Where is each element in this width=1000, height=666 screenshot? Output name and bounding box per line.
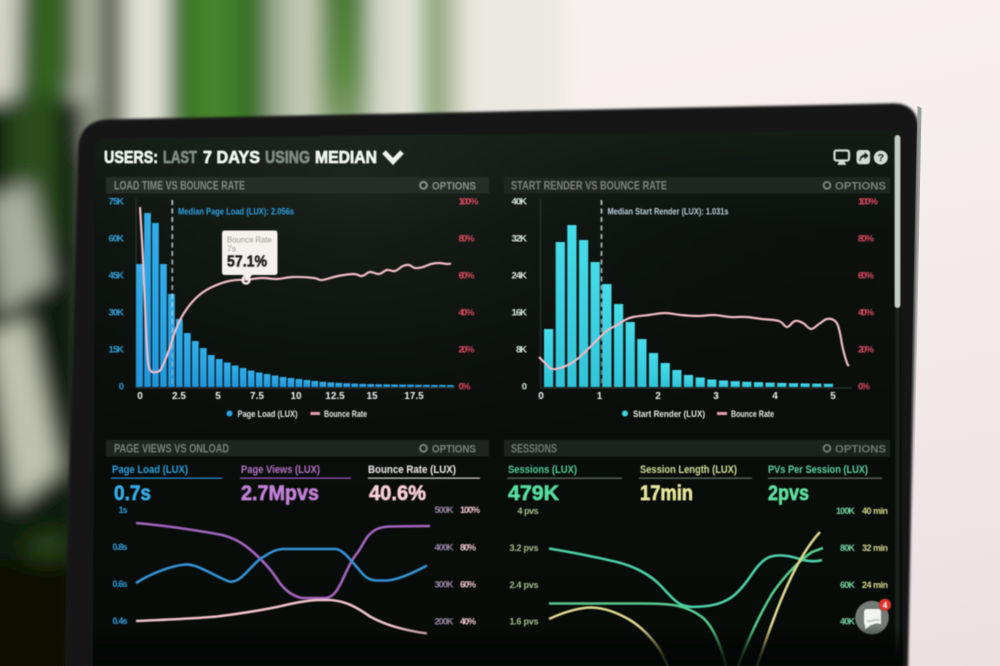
svg-text:LAST: LAST — [163, 147, 197, 167]
svg-text:75K: 75K — [109, 197, 125, 208]
svg-text:40.6%: 40.6% — [369, 481, 426, 505]
svg-text:7s: 7s — [227, 244, 236, 254]
svg-text:2pvs: 2pvs — [768, 481, 809, 505]
svg-text:300K: 300K — [435, 580, 455, 590]
svg-text:20 %: 20 % — [459, 345, 476, 356]
svg-text:100 %: 100 % — [858, 197, 879, 208]
svg-text:32K: 32K — [512, 234, 528, 245]
svg-text:15K: 15K — [109, 345, 125, 356]
svg-text:24 min: 24 min — [862, 580, 888, 590]
svg-text:2.4 pvs: 2.4 pvs — [510, 580, 539, 590]
svg-text:4: 4 — [883, 600, 888, 610]
svg-text:60%: 60% — [460, 580, 476, 590]
svg-text:2.7Mpvs: 2.7Mpvs — [241, 481, 319, 505]
svg-text:2.5: 2.5 — [172, 391, 186, 402]
svg-text:17.5: 17.5 — [404, 391, 424, 402]
svg-text:80 %: 80 % — [858, 234, 875, 245]
svg-text:START RENDER VS BOUNCE RATE: START RENDER VS BOUNCE RATE — [511, 181, 667, 193]
svg-text:5: 5 — [830, 391, 836, 402]
svg-text:Median Page Load (LUX): 2.056s: Median Page Load (LUX): 2.056s — [178, 207, 294, 218]
svg-text:?: ? — [878, 152, 884, 164]
svg-text:LOAD TIME VS BOUNCE RATE: LOAD TIME VS BOUNCE RATE — [114, 181, 245, 193]
svg-text:Bounce Rate: Bounce Rate — [227, 235, 272, 245]
svg-text:USERS:: USERS: — [104, 147, 158, 167]
svg-text:OPTIONS: OPTIONS — [835, 444, 886, 456]
svg-text:479K: 479K — [508, 481, 559, 505]
svg-text:40 %: 40 % — [858, 308, 875, 319]
svg-text:Bounce Rate: Bounce Rate — [731, 409, 774, 420]
svg-text:30K: 30K — [109, 308, 125, 319]
svg-text:40 min: 40 min — [862, 506, 888, 516]
svg-text:100K: 100K — [836, 506, 856, 516]
svg-text:60 %: 60 % — [858, 271, 875, 282]
svg-text:PAGE VIEWS VS ONLOAD: PAGE VIEWS VS ONLOAD — [114, 444, 229, 456]
svg-text:Sessions (LUX): Sessions (LUX) — [508, 464, 577, 476]
svg-text:1.6 pvs: 1.6 pvs — [510, 617, 539, 627]
svg-text:20 %: 20 % — [858, 345, 875, 356]
svg-text:17min: 17min — [640, 481, 693, 505]
svg-text:0.8s: 0.8s — [113, 542, 128, 552]
svg-text:24K: 24K — [512, 271, 528, 282]
svg-text:Bounce Rate (LUX): Bounce Rate (LUX) — [368, 464, 456, 476]
svg-text:USING: USING — [265, 147, 310, 167]
svg-text:10: 10 — [290, 391, 302, 402]
svg-text:OPTIONS: OPTIONS — [432, 444, 476, 456]
svg-text:200K: 200K — [435, 617, 455, 627]
svg-text:32 min: 32 min — [862, 543, 888, 553]
svg-text:80%: 80% — [460, 543, 476, 553]
svg-text:0 %: 0 % — [858, 382, 871, 393]
svg-text:60K: 60K — [109, 234, 125, 245]
svg-text:100 %: 100 % — [459, 197, 480, 208]
svg-text:0: 0 — [137, 391, 143, 402]
svg-text:Bounce Rate: Bounce Rate — [324, 409, 367, 420]
svg-text:16K: 16K — [512, 308, 528, 319]
svg-text:5: 5 — [215, 391, 221, 402]
svg-text:2: 2 — [655, 391, 661, 402]
svg-text:Page Views (LUX): Page Views (LUX) — [241, 464, 320, 476]
svg-text:Start Render (LUX): Start Render (LUX) — [633, 409, 705, 420]
svg-text:500K: 500K — [435, 505, 455, 515]
svg-text:8K: 8K — [516, 345, 527, 356]
svg-text:Median Start Render (LUX): 1.0: Median Start Render (LUX): 1.031s — [608, 207, 729, 218]
svg-text:4 pvs: 4 pvs — [518, 506, 539, 516]
svg-text:OPTIONS: OPTIONS — [432, 181, 476, 193]
svg-text:MEDIAN: MEDIAN — [315, 147, 377, 167]
svg-text:1: 1 — [597, 391, 603, 402]
svg-text:57.1%: 57.1% — [227, 254, 267, 271]
svg-text:SESSIONS: SESSIONS — [511, 444, 557, 456]
svg-text:4: 4 — [772, 391, 778, 402]
svg-text:100%: 100% — [460, 505, 480, 515]
svg-text:80 %: 80 % — [459, 234, 476, 245]
svg-text:Session Length (LUX): Session Length (LUX) — [640, 464, 737, 476]
svg-text:40%: 40% — [460, 617, 476, 627]
svg-text:1s: 1s — [119, 505, 128, 515]
svg-text:3: 3 — [713, 391, 719, 402]
svg-text:0 %: 0 % — [459, 382, 472, 393]
svg-text:0: 0 — [522, 382, 527, 393]
svg-text:60 %: 60 % — [459, 271, 476, 282]
svg-text:400K: 400K — [435, 543, 455, 553]
svg-text:7.5: 7.5 — [250, 391, 264, 402]
svg-text:12.5: 12.5 — [325, 391, 345, 402]
svg-text:45K: 45K — [109, 271, 125, 282]
svg-text:40 %: 40 % — [459, 308, 476, 319]
svg-text:0.4s: 0.4s — [113, 616, 128, 626]
svg-text:0: 0 — [119, 382, 124, 393]
svg-text:40K: 40K — [840, 617, 856, 627]
svg-text:60K: 60K — [840, 580, 856, 590]
svg-text:0.6s: 0.6s — [113, 579, 128, 589]
svg-text:0: 0 — [538, 391, 544, 402]
svg-text:Page Load (LUX): Page Load (LUX) — [112, 464, 188, 476]
svg-text:PVs Per Session (LUX): PVs Per Session (LUX) — [768, 464, 868, 476]
svg-text:15: 15 — [366, 391, 378, 402]
svg-text:Page Load (LUX): Page Load (LUX) — [238, 409, 298, 420]
svg-text:0.7s: 0.7s — [114, 481, 151, 505]
svg-text:OPTIONS: OPTIONS — [835, 181, 886, 193]
svg-text:7 DAYS: 7 DAYS — [203, 147, 260, 167]
svg-text:40K: 40K — [512, 197, 528, 208]
svg-text:80K: 80K — [840, 543, 856, 553]
svg-text:3.2 pvs: 3.2 pvs — [510, 543, 539, 553]
